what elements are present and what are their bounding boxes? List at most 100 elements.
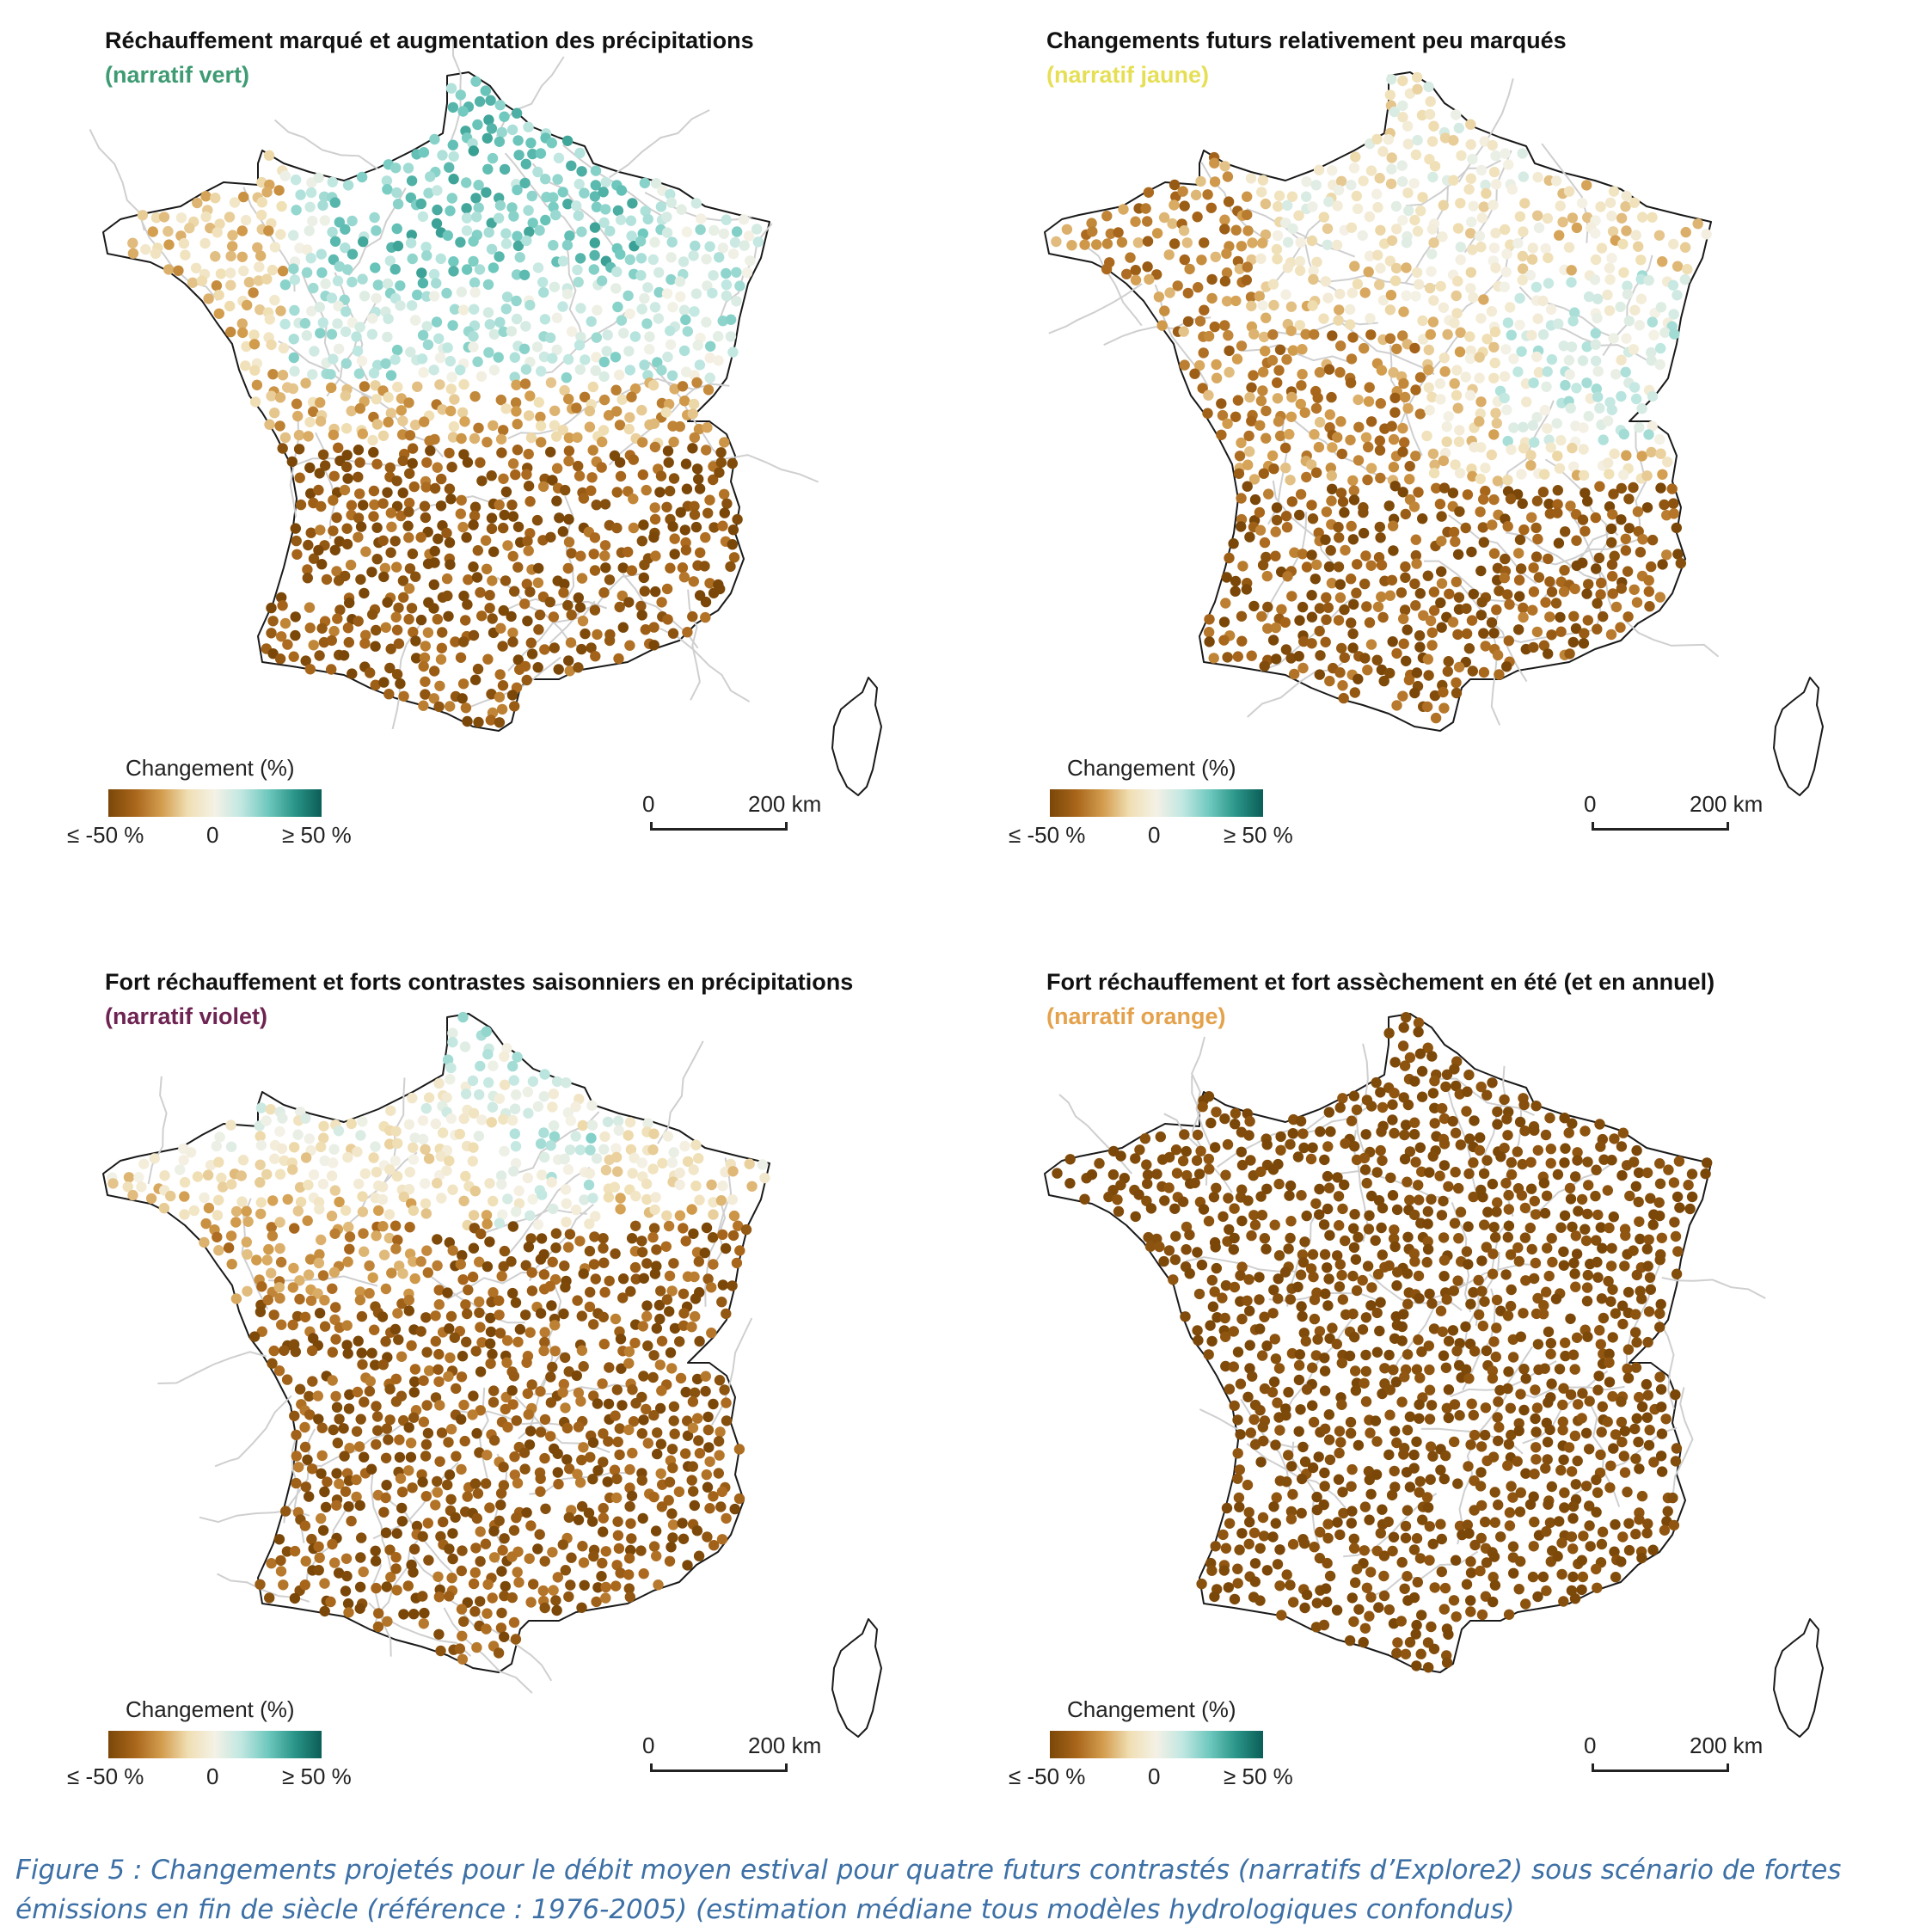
station-dot: [434, 1400, 445, 1411]
station-dot: [432, 614, 443, 625]
panel-title: Fort réchauffement et forts contrastes s…: [105, 969, 854, 995]
station-dot: [435, 500, 447, 512]
station-dot: [1468, 1286, 1479, 1298]
station-dot: [661, 212, 672, 223]
station-dot: [369, 212, 380, 224]
station-dot: [1527, 604, 1538, 616]
station-dot: [127, 1189, 138, 1201]
station-dot: [1672, 290, 1683, 301]
station-dot: [127, 248, 139, 259]
station-dot: [1414, 1292, 1425, 1304]
station-dot: [441, 527, 452, 539]
station-dot: [1416, 109, 1428, 121]
station-dot: [444, 1236, 455, 1248]
station-dot: [1384, 89, 1396, 101]
station-dot: [1619, 1260, 1630, 1272]
station-dot: [1143, 187, 1155, 198]
station-dot: [518, 269, 531, 280]
station-dot: [359, 1451, 370, 1463]
station-dot: [319, 1155, 330, 1167]
station-dot: [295, 1196, 307, 1208]
river-line: [443, 1607, 533, 1694]
station-dot: [525, 637, 537, 648]
station-dot: [1257, 1512, 1269, 1524]
station-dot: [688, 250, 699, 261]
station-dot: [1643, 429, 1654, 440]
station-dot: [501, 291, 513, 303]
station-dot: [1364, 1210, 1375, 1221]
station-dot: [424, 1365, 435, 1377]
station-dot: [225, 326, 236, 338]
station-dot: [456, 1371, 468, 1383]
station-dot: [560, 1565, 571, 1576]
station-dot: [1598, 1312, 1610, 1324]
station-dot: [1399, 604, 1411, 616]
station-dot: [1209, 157, 1220, 169]
station-dot: [1337, 1294, 1348, 1305]
station-dot: [432, 204, 443, 216]
station-dot: [1596, 1538, 1608, 1550]
station-dot: [328, 429, 340, 440]
station-dot: [701, 1222, 713, 1234]
station-dot: [1476, 597, 1488, 608]
station-dot: [1655, 302, 1667, 313]
station-dot: [563, 445, 575, 457]
station-dot: [441, 287, 452, 299]
station-dot: [1465, 1556, 1476, 1567]
river-line: [1522, 1370, 1609, 1444]
station-dot: [469, 277, 481, 288]
station-dot: [1475, 1532, 1487, 1544]
station-dot: [343, 636, 354, 648]
station-dot: [689, 1500, 700, 1512]
station-dot: [1686, 1168, 1698, 1180]
station-dot: [461, 203, 472, 214]
station-dot: [1052, 1168, 1063, 1179]
station-dot: [325, 1596, 336, 1608]
station-dot: [340, 326, 352, 337]
station-dot: [534, 224, 545, 236]
station-dot: [694, 1335, 705, 1347]
station-dot: [1087, 226, 1098, 237]
station-dot: [559, 384, 570, 396]
station-dot: [1577, 514, 1589, 525]
station-dot: [666, 1285, 678, 1297]
station-dot: [1578, 444, 1589, 455]
station-dot: [261, 1168, 273, 1180]
station-dot: [539, 1151, 550, 1163]
station-dot: [1464, 1133, 1475, 1144]
station-dot: [563, 393, 574, 405]
station-dot: [1411, 1436, 1422, 1447]
map-layer: [1044, 1012, 1824, 1738]
station-dot: [381, 1480, 392, 1491]
station-dot: [576, 226, 587, 237]
station-dot: [591, 332, 602, 343]
station-dot: [1463, 1259, 1474, 1270]
station-dot: [1244, 1305, 1255, 1316]
station-dot: [1220, 1360, 1231, 1372]
station-dot: [1550, 598, 1562, 609]
station-dot: [1447, 1325, 1459, 1336]
station-dot: [461, 225, 473, 236]
station-dot: [624, 1592, 635, 1603]
station-dot: [215, 268, 227, 279]
station-dot: [330, 1302, 341, 1313]
station-dot: [650, 550, 661, 561]
station-dot: [691, 1373, 703, 1385]
station-dot: [1519, 1125, 1530, 1137]
station-dot: [1353, 455, 1365, 466]
station-dot: [1376, 591, 1387, 603]
station-dot: [402, 520, 414, 531]
station-dot: [1502, 435, 1513, 447]
station-dot: [727, 1280, 738, 1291]
station-dot: [678, 1533, 690, 1544]
station-dot: [653, 286, 665, 298]
station-dot: [1428, 237, 1439, 248]
station-dot: [1259, 660, 1270, 672]
station-dot: [1182, 316, 1194, 328]
station-dot: [661, 1294, 673, 1305]
station-dot: [561, 288, 574, 300]
station-dot: [469, 390, 481, 402]
station-dot: [1630, 1327, 1641, 1338]
station-dot: [1478, 201, 1489, 212]
station-dot: [523, 1107, 534, 1119]
